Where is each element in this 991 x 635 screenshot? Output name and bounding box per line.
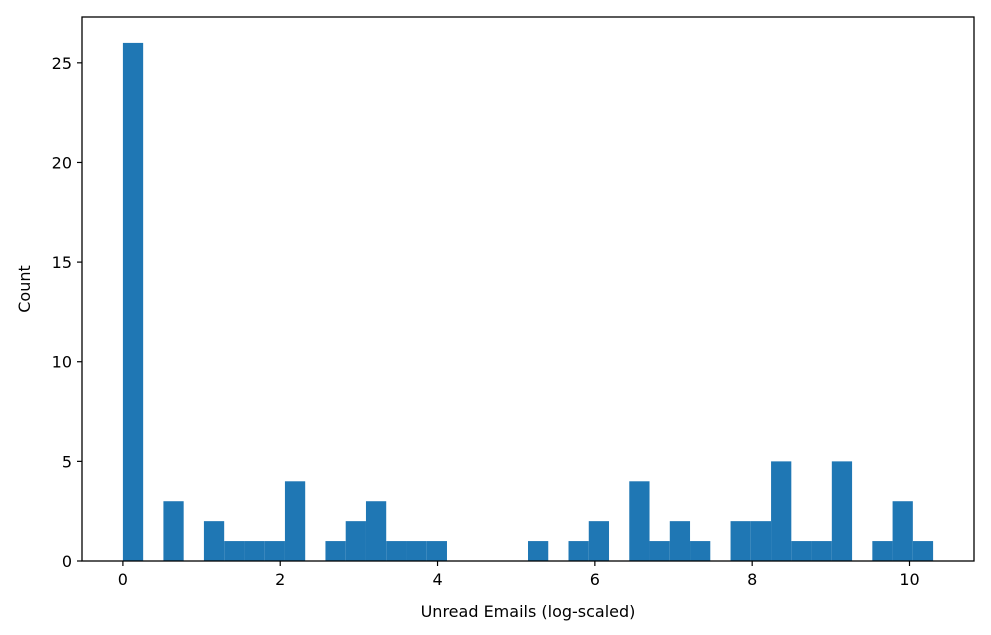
plot-frame — [81, 16, 975, 562]
histogram-bar — [264, 541, 285, 561]
y-tick-label: 15 — [52, 253, 72, 272]
histogram-bar — [912, 541, 934, 561]
y-tick-label: 0 — [62, 552, 72, 571]
histogram-bar — [426, 541, 447, 561]
histogram-bar — [831, 461, 853, 561]
histogram-bar — [345, 521, 366, 561]
histogram-bar — [649, 541, 670, 561]
y-tick-label: 25 — [52, 54, 72, 73]
histogram-bar — [750, 521, 772, 561]
histogram-bar — [669, 521, 691, 561]
histogram-bar — [203, 521, 225, 561]
histogram-bar — [568, 541, 589, 561]
histogram-bar — [872, 541, 893, 561]
x-tick-label: 2 — [275, 570, 285, 589]
histogram-bar — [629, 481, 650, 561]
histogram-bar — [244, 541, 265, 561]
x-tick-label: 4 — [432, 570, 442, 589]
x-tick-label: 8 — [747, 570, 757, 589]
histogram-bar — [771, 461, 792, 561]
x-axis-label: Unread Emails (log-scaled) — [421, 602, 636, 621]
histogram-bar — [588, 521, 610, 561]
y-axis-ticks: 0 5 10 15 20 25 — [52, 54, 82, 571]
x-axis-ticks: 0 2 4 6 8 10 — [118, 561, 920, 589]
x-tick-label: 6 — [590, 570, 600, 589]
histogram-bar — [730, 521, 751, 561]
y-tick-label: 10 — [52, 353, 72, 372]
histogram-bar — [325, 541, 346, 561]
y-tick-label: 5 — [62, 452, 72, 471]
histogram-bar — [284, 481, 306, 561]
histogram-bar — [386, 541, 407, 561]
histogram-bar — [528, 541, 549, 561]
histogram-bar — [163, 501, 184, 561]
histogram-bar — [811, 541, 832, 561]
histogram-bar — [892, 501, 913, 561]
histogram-bar — [224, 541, 245, 561]
y-axis-label: Count — [15, 265, 34, 313]
histogram-bar — [791, 541, 812, 561]
histogram-bars — [122, 42, 934, 561]
histogram-bar — [406, 541, 427, 561]
histogram-bar — [365, 501, 387, 561]
histogram-bar — [690, 541, 711, 561]
histogram-bar — [122, 42, 144, 561]
y-tick-label: 20 — [52, 153, 72, 172]
x-tick-label: 0 — [118, 570, 128, 589]
x-tick-label: 10 — [899, 570, 919, 589]
